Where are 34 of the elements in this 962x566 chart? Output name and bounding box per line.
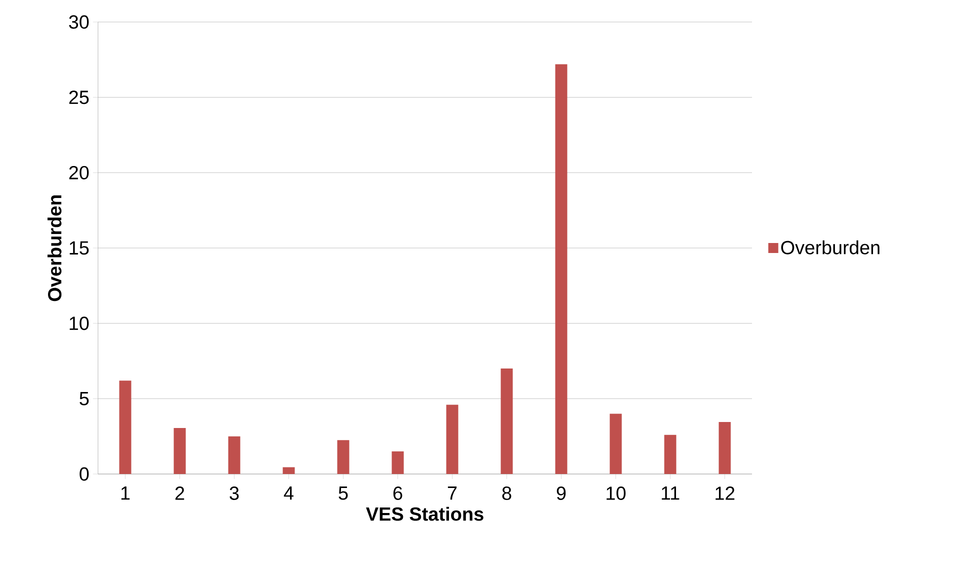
y-tick-label: 5 xyxy=(80,392,89,406)
x-tick-label: 2 xyxy=(175,486,184,500)
x-tick-label: 6 xyxy=(393,486,402,500)
bar xyxy=(174,428,186,474)
y-axis-title: Overburden xyxy=(48,195,62,302)
bar xyxy=(500,368,513,474)
bar xyxy=(119,380,132,474)
y-tick-label: 20 xyxy=(69,166,89,180)
x-tick-label: 1 xyxy=(121,486,130,500)
y-tick-label: 25 xyxy=(69,90,89,104)
x-tick-label: 9 xyxy=(556,486,566,500)
y-tick-label: 0 xyxy=(80,467,89,481)
x-tick-label: 3 xyxy=(230,486,239,500)
x-tick-label: 5 xyxy=(338,486,348,500)
y-tick-label: 30 xyxy=(69,15,89,29)
bar xyxy=(392,451,404,474)
y-tick-label: 15 xyxy=(70,241,89,255)
bar xyxy=(664,434,676,474)
bar xyxy=(282,467,295,474)
bar xyxy=(718,422,731,474)
bar xyxy=(555,64,568,474)
x-tick-label: 8 xyxy=(502,486,512,500)
bar xyxy=(228,436,240,474)
bar xyxy=(337,440,350,474)
x-tick-label: 11 xyxy=(662,486,680,500)
x-tick-label: 7 xyxy=(448,486,457,500)
x-tick-label: 4 xyxy=(284,486,294,500)
legend-label: Overburden xyxy=(781,240,880,254)
bar xyxy=(446,404,458,474)
bar xyxy=(610,414,622,474)
x-axis-title: VES Stations xyxy=(366,506,484,521)
x-tick-label: 12 xyxy=(716,486,734,500)
x-tick-label: 10 xyxy=(606,486,626,500)
y-tick-label: 10 xyxy=(70,316,89,330)
